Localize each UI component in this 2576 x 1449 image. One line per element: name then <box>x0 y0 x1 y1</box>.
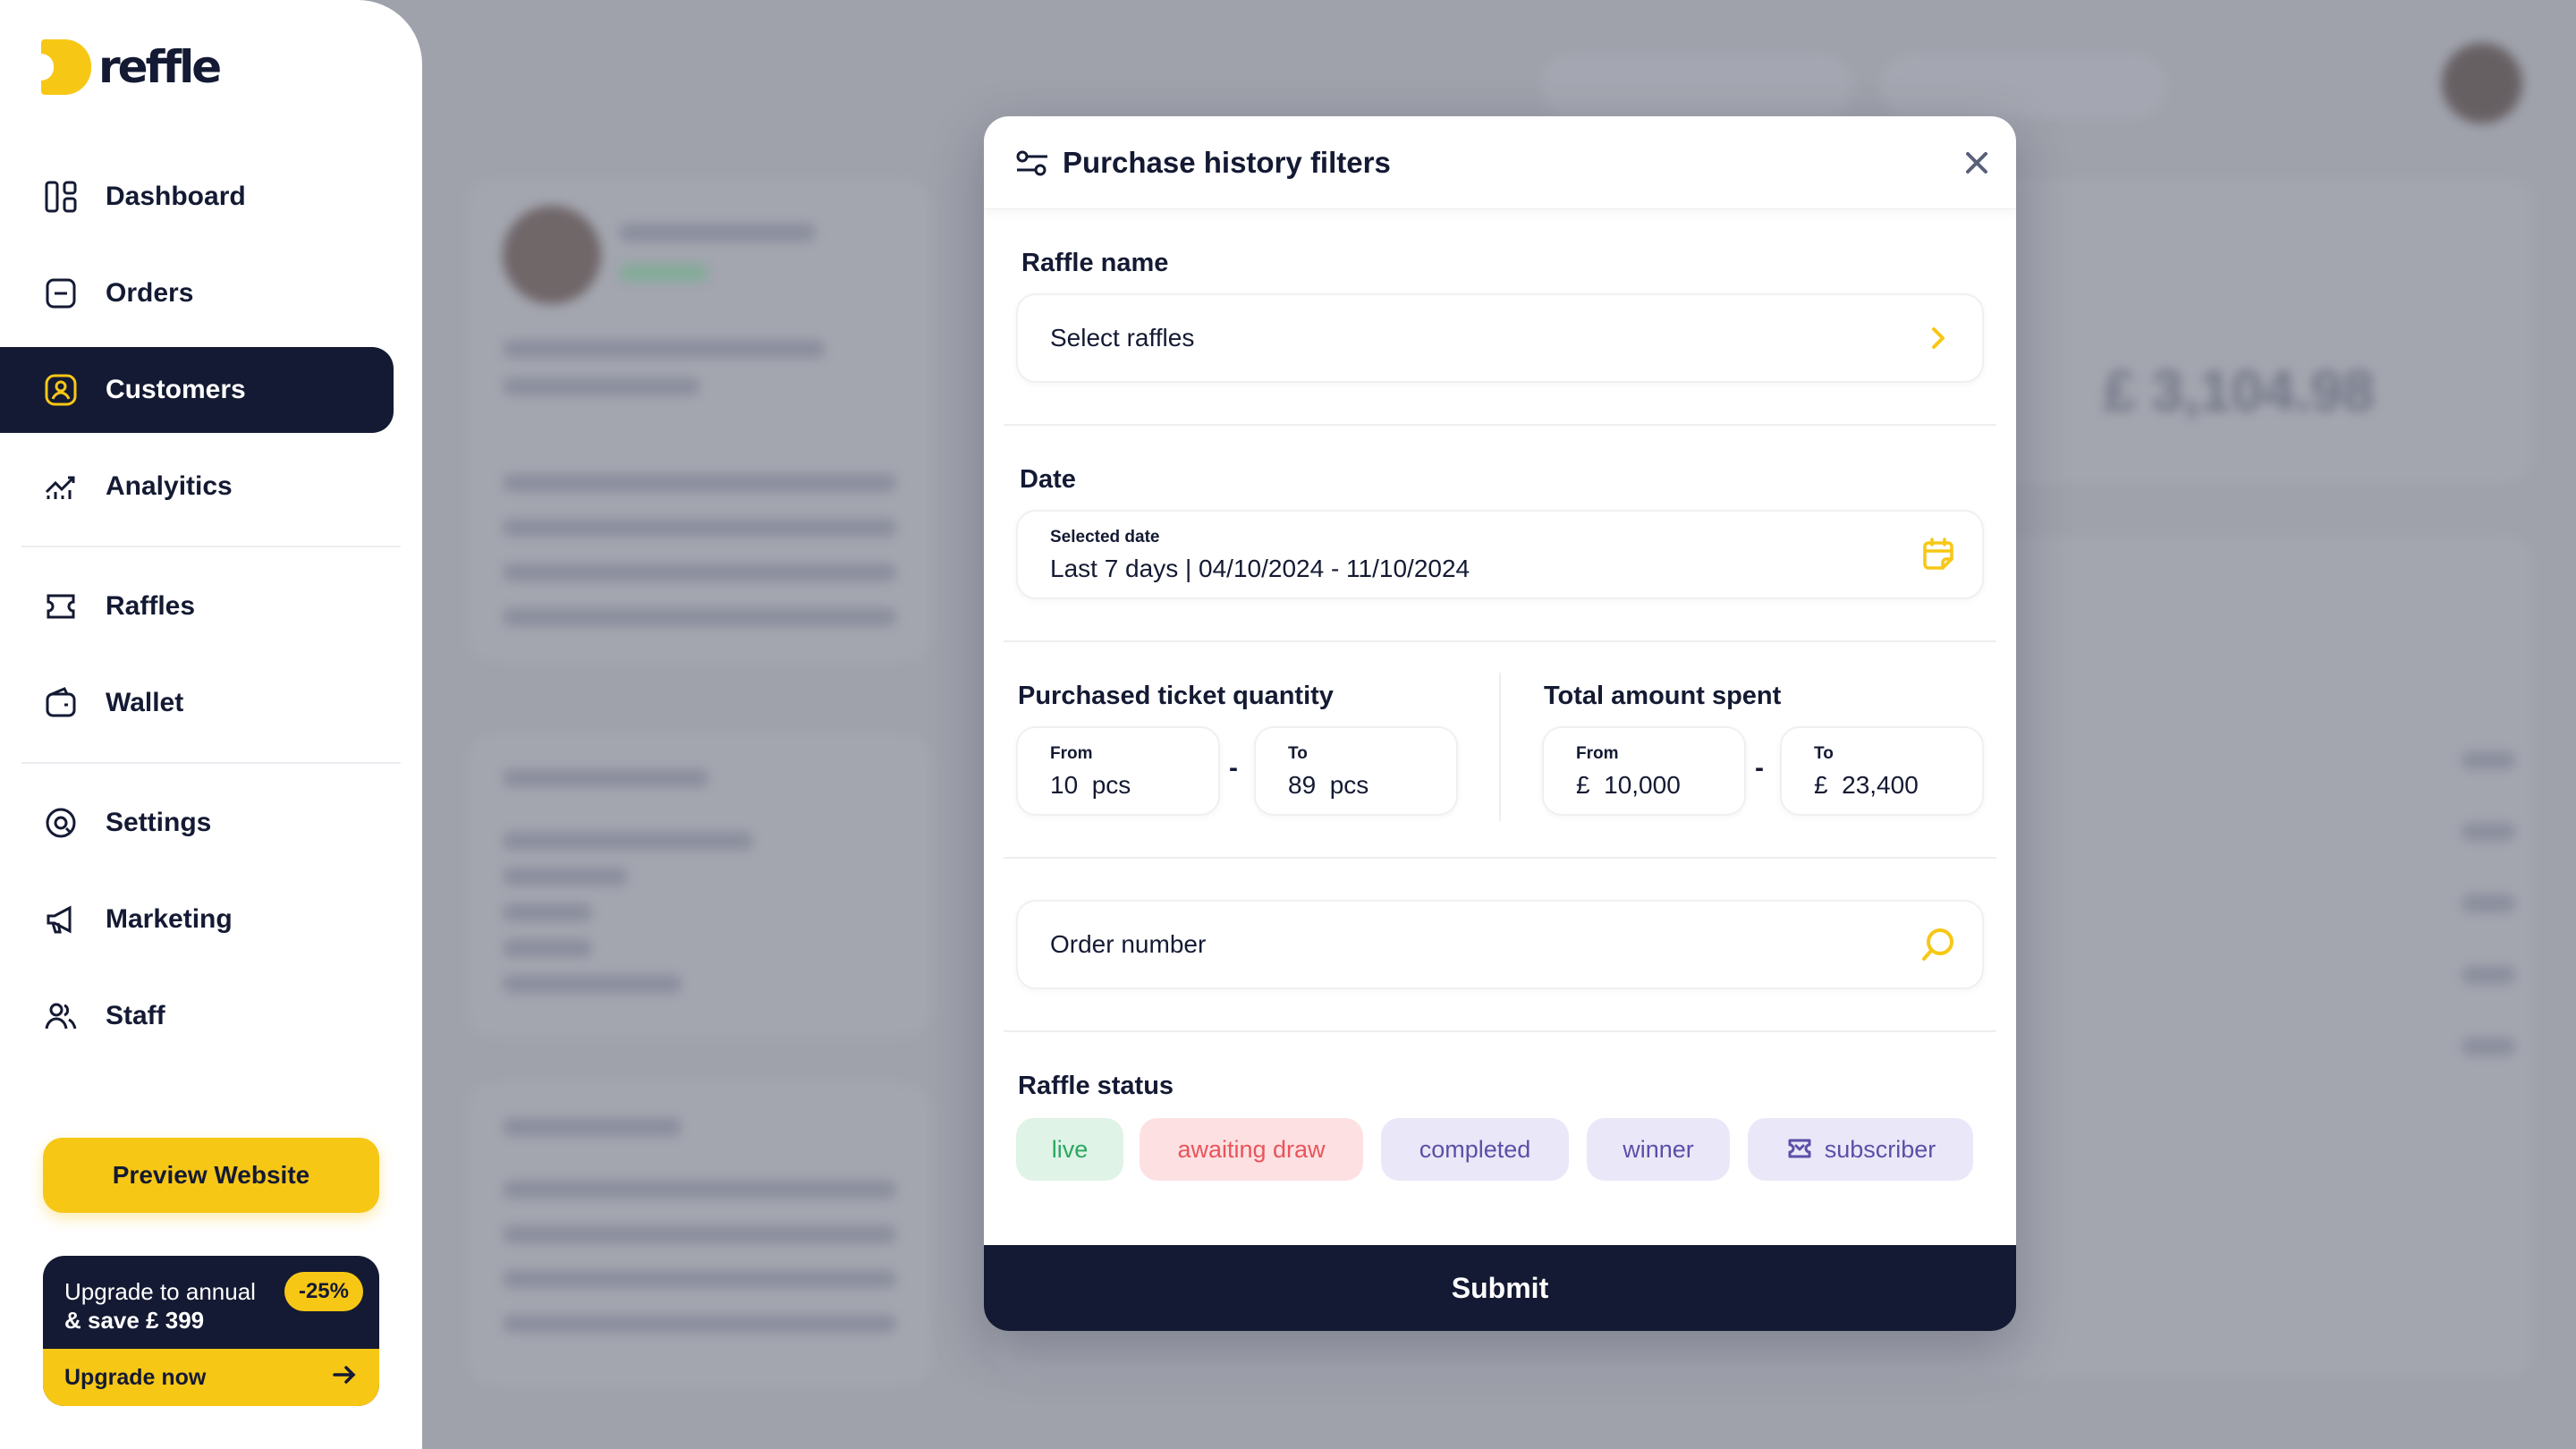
selected-date-caption: Selected date <box>1050 528 1160 547</box>
sidebar-item-label: Settings <box>106 808 212 837</box>
amount-to-value: £ 23,400 <box>1814 771 1919 799</box>
range-dash: - <box>1229 753 1238 783</box>
sidebar-item-label: Customers <box>106 375 246 404</box>
date-range-field[interactable]: Selected date Last 7 days | 04/10/2024 -… <box>1016 510 1984 599</box>
range-dash: - <box>1755 753 1764 783</box>
status-chip-live[interactable]: live <box>1016 1118 1123 1181</box>
status-chip-awaiting-draw[interactable]: awaiting draw <box>1140 1118 1363 1181</box>
sidebar-item-dashboard[interactable]: Dashboard <box>0 154 394 240</box>
preview-website-button[interactable]: Preview Website <box>43 1138 379 1213</box>
background-security-button <box>1540 54 1853 118</box>
quantity-from-caption: From <box>1050 744 1093 763</box>
discount-badge: -25% <box>284 1272 363 1311</box>
orders-icon <box>41 274 80 313</box>
megaphone-icon <box>41 900 80 939</box>
upgrade-line-1: Upgrade to annual <box>64 1278 256 1305</box>
raffles-icon <box>41 587 80 626</box>
arrow-right-icon <box>331 1361 358 1394</box>
subscriber-label: subscriber <box>1824 1135 1936 1163</box>
quantity-to-value: 89 pcs <box>1288 771 1369 799</box>
raffle-name-label: Raffle name <box>1021 249 1169 277</box>
sidebar-item-raffles[interactable]: Raffles <box>0 564 394 649</box>
modal-header: Purchase history filters <box>984 116 2016 209</box>
search-icon <box>1919 926 1957 963</box>
sidebar: reffle Dashboard Orders Customers Analyi… <box>0 0 422 1449</box>
sidebar-item-staff[interactable]: Staff <box>0 973 394 1059</box>
sidebar-item-label: Marketing <box>106 904 233 934</box>
sidebar-item-wallet[interactable]: Wallet <box>0 660 394 746</box>
date-label: Date <box>1020 465 1076 494</box>
close-icon[interactable] <box>1961 147 1993 179</box>
quantity-to-caption: To <box>1288 744 1308 763</box>
sidebar-item-label: Dashboard <box>106 182 246 211</box>
column-divider <box>1499 673 1501 821</box>
sidebar-item-label: Wallet <box>106 688 184 717</box>
subscriber-icon <box>1785 1135 1814 1164</box>
status-chip-completed[interactable]: completed <box>1381 1118 1569 1181</box>
chevron-right-icon <box>1919 319 1957 357</box>
upgrade-now-label: Upgrade now <box>64 1364 207 1390</box>
background-wallet-button <box>1880 54 2166 118</box>
status-chip-winner[interactable]: winner <box>1587 1118 1730 1181</box>
amount-from-field[interactable]: From £ 10,000 <box>1542 726 1746 816</box>
modal-title: Purchase history filters <box>1063 145 1391 179</box>
sidebar-item-settings[interactable]: Settings <box>0 780 394 866</box>
amount-to-field[interactable]: To £ 23,400 <box>1780 726 1984 816</box>
filter-sliders-icon <box>1014 145 1050 181</box>
brand-logo[interactable]: reffle <box>41 39 222 95</box>
sidebar-divider <box>21 762 401 764</box>
sidebar-item-label: Staff <box>106 1001 165 1030</box>
amount-spent-label: Total amount spent <box>1544 682 1782 710</box>
selected-date-value: Last 7 days | 04/10/2024 - 11/10/2024 <box>1050 555 1470 582</box>
select-raffles-placeholder: Select raffles <box>1050 324 1195 352</box>
status-chip-subscriber[interactable]: subscriber <box>1748 1118 1973 1181</box>
section-divider <box>1004 857 1996 859</box>
submit-button[interactable]: Submit <box>984 1245 2016 1331</box>
amount-to-caption: To <box>1814 744 1834 763</box>
raffle-status-label: Raffle status <box>1018 1072 1174 1100</box>
upgrade-now-button[interactable]: Upgrade now <box>43 1349 379 1406</box>
order-number-field[interactable]: Order number <box>1016 900 1984 989</box>
sidebar-item-label: Orders <box>106 278 194 308</box>
wallet-icon <box>41 683 80 723</box>
brand-name: reffle <box>98 41 222 93</box>
sidebar-item-customers[interactable]: Customers <box>0 347 394 433</box>
staff-icon <box>41 996 80 1036</box>
sidebar-item-analytics[interactable]: Analyitics <box>0 444 394 530</box>
quantity-to-field[interactable]: To 89 pcs <box>1254 726 1458 816</box>
background-profile-card <box>467 179 932 662</box>
amount-from-caption: From <box>1576 744 1619 763</box>
analytics-icon <box>41 467 80 506</box>
quantity-from-value: 10 pcs <box>1050 771 1131 799</box>
order-number-placeholder: Order number <box>1050 930 1207 958</box>
section-divider <box>1004 640 1996 642</box>
sidebar-item-orders[interactable]: Orders <box>0 250 394 336</box>
settings-icon <box>41 803 80 843</box>
customers-icon <box>41 370 80 410</box>
ticket-quantity-label: Purchased ticket quantity <box>1018 682 1334 710</box>
quantity-from-field[interactable]: From 10 pcs <box>1016 726 1220 816</box>
amount-from-value: £ 10,000 <box>1576 771 1681 799</box>
dashboard-icon <box>41 177 80 216</box>
purchase-history-filters-modal: Purchase history filters Raffle name Sel… <box>984 116 2016 1331</box>
sidebar-divider <box>21 546 401 547</box>
sidebar-item-label: Raffles <box>106 591 196 621</box>
sidebar-item-label: Analyitics <box>106 471 233 501</box>
sidebar-item-marketing[interactable]: Marketing <box>0 877 394 962</box>
select-raffles-field[interactable]: Select raffles <box>1016 293 1984 383</box>
calendar-icon <box>1919 536 1957 573</box>
upgrade-card: Upgrade to annual & save £ 399 -25% Upgr… <box>43 1256 379 1406</box>
upgrade-line-2: & save £ 399 <box>64 1307 205 1334</box>
background-billing-card <box>467 733 932 1038</box>
upgrade-text: Upgrade to annual & save £ 399 <box>64 1277 256 1335</box>
logo-mark-icon <box>41 39 91 95</box>
background-bank-card <box>467 1082 932 1386</box>
background-avatar <box>2442 43 2522 123</box>
section-divider <box>1004 424 1996 426</box>
section-divider <box>1004 1030 1996 1032</box>
